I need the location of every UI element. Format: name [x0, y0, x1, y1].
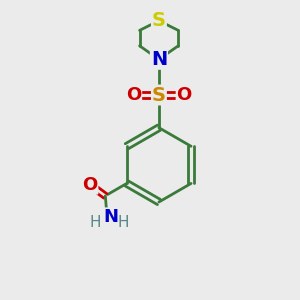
Text: O: O	[177, 86, 192, 104]
Text: O: O	[126, 86, 141, 104]
Text: O: O	[82, 176, 98, 194]
Text: N: N	[151, 50, 167, 69]
Text: H: H	[90, 215, 101, 230]
Text: N: N	[103, 208, 118, 226]
Text: S: S	[152, 11, 166, 30]
Text: S: S	[152, 85, 166, 104]
Text: H: H	[117, 215, 129, 230]
